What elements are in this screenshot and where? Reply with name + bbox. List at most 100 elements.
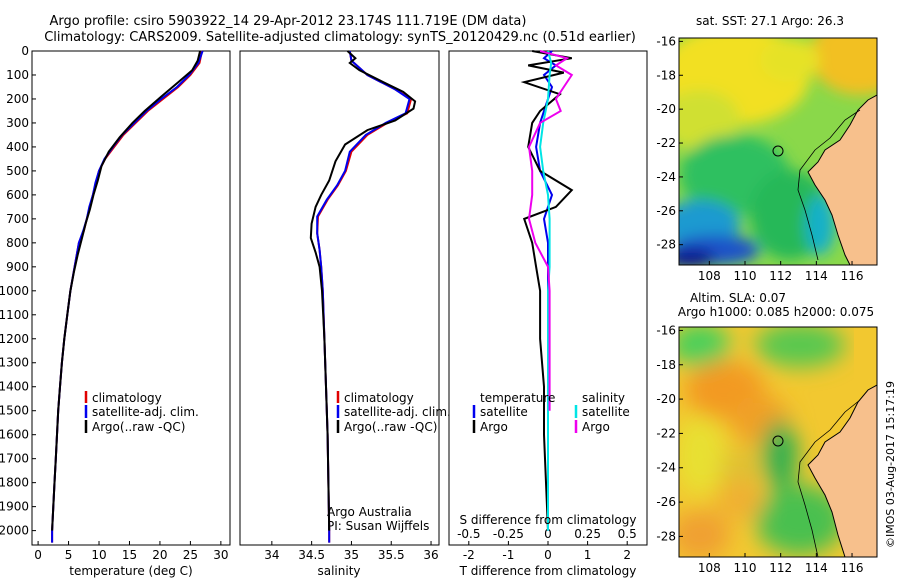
sdiff-tick-label: 0.25 (574, 527, 601, 541)
legend-temp-satellite-label: satellite (480, 405, 528, 419)
sdiff-tick-label: -0.5 (457, 527, 480, 541)
difference-x-axis: -2 -1 0 1 2 -0.5 -0.25 0 0.25 0.5 (457, 527, 637, 562)
difference-xlabel: T difference from climatology (459, 564, 637, 578)
lat-tick-label: -20 (656, 392, 676, 406)
temperature-tick-label: 10 (91, 548, 106, 562)
series-satellite (51, 50, 204, 543)
lat-tick-label: -18 (656, 358, 676, 372)
lat-tick-label: -26 (656, 495, 676, 509)
difference-legend: temperature satellite Argo salinity sate… (472, 391, 630, 434)
lon-tick-label: 112 (769, 269, 792, 283)
salinity-xlabel: salinity (317, 564, 360, 578)
sdiff-tick-label: 0 (544, 527, 552, 541)
temperature-series (51, 50, 204, 543)
temperature-tick-label: 30 (213, 548, 228, 562)
depth-tick-label: 1800 (0, 476, 29, 490)
temperature-tick-label: 20 (152, 548, 167, 562)
salinity-legend: climatology satellite-adj. clim. Argo(..… (336, 391, 451, 434)
lat-tick-label: -28 (656, 238, 676, 252)
depth-tick-label: 1300 (0, 356, 29, 370)
legend-argo-label: Argo(..raw -QC) (344, 420, 437, 434)
salinity-tick-label: 34 (264, 548, 279, 562)
series-satellite (316, 50, 411, 543)
legend-salinity-heading: salinity (582, 391, 625, 405)
depth-tick-label: 1200 (0, 332, 29, 346)
imos-stamp: ©IMOS 03-Aug-2017 15:17:19 (884, 381, 897, 548)
sla-map-title-line1: Altim. SLA: 0.07 (690, 291, 786, 305)
annotation-argo-australia: Argo Australia (327, 505, 412, 519)
sst-map-panel: sat. SST: 27.1 Argo: 26.3 108 110 112 114 11… (656, 14, 878, 283)
series-salinity-satellite (539, 50, 553, 531)
series-argo (51, 50, 202, 531)
difference-series (520, 50, 574, 531)
sst-map-frame (678, 37, 878, 266)
temperature-tick-label: 15 (122, 548, 137, 562)
annotation-pi: PI: Susan Wijffels (327, 519, 429, 533)
sst-isobath (797, 109, 861, 261)
depth-tick-label: 200 (6, 92, 29, 106)
lon-tick-label: 108 (698, 561, 721, 575)
series-salinity-argo (527, 50, 574, 411)
depth-tick-label: 1400 (0, 380, 29, 394)
temperature-xlabel: temperature (deg C) (69, 564, 192, 578)
temperature-tick-label: 25 (183, 548, 198, 562)
depth-tick-label: 1500 (0, 404, 29, 418)
depth-tick-label: 900 (6, 260, 29, 274)
sdiff-tick-label: 0.5 (618, 527, 637, 541)
legend-sal-argo-label: Argo (582, 420, 610, 434)
lat-tick-label: -18 (656, 68, 676, 82)
depth-tick-label: 400 (6, 140, 29, 154)
sst-map-title: sat. SST: 27.1 Argo: 26.3 (696, 14, 844, 28)
depth-tick-label: 1100 (0, 308, 29, 322)
sst-map-axes: 108 110 112 114 116 -16 -18 -20 -22 -24 -26 -28 (656, 34, 863, 283)
legend-sal-satellite-label: satellite (582, 405, 630, 419)
series-argo (309, 50, 417, 531)
sla-land (807, 384, 877, 557)
depth-tick-label: 300 (6, 116, 29, 130)
series-temperature-argo (520, 50, 574, 531)
depth-axis: 0 100 200 300 400 500 600 700 800 900 1000 1100 1200… (0, 44, 36, 538)
depth-tick-label: 800 (6, 236, 29, 250)
sla-map-title-line2: Argo h1000: 0.085 h2000: 0.075 (678, 305, 874, 319)
sla-map-frame (678, 326, 878, 558)
lon-tick-label: 116 (841, 561, 864, 575)
depth-tick-label: 2000 (0, 524, 29, 538)
depth-tick-label: 0 (21, 44, 29, 58)
temperature-tick-label: 0 (34, 548, 42, 562)
temperature-tick-label: 5 (65, 548, 73, 562)
salinity-tick-label: 34.5 (298, 548, 325, 562)
lon-tick-label: 110 (734, 269, 757, 283)
depth-tick-label: 1900 (0, 500, 29, 514)
temperature-axes-frame (31, 50, 231, 546)
depth-tick-label: 700 (6, 212, 29, 226)
sla-profile-marker (772, 435, 784, 447)
lon-tick-label: 114 (805, 561, 828, 575)
temperature-legend: climatology satellite-adj. clim. Argo(..… (84, 391, 199, 434)
depth-tick-label: 100 (6, 68, 29, 82)
sla-map-field (679, 327, 877, 557)
salinity-tick-label: 35.5 (378, 548, 405, 562)
depth-tick-label: 500 (6, 164, 29, 178)
salinity-axes-frame (239, 50, 440, 546)
tdiff-tick-label: 2 (623, 548, 631, 562)
figure-title-line1: Argo profile: csiro 5903922_14 29-Apr-20… (50, 14, 527, 29)
lat-tick-label: -24 (656, 170, 676, 184)
tdiff-tick-label: -1 (502, 548, 514, 562)
lon-tick-label: 114 (805, 269, 828, 283)
lat-tick-label: -28 (656, 529, 676, 543)
legend-satellite-label: satellite-adj. clim. (92, 405, 199, 419)
sla-map-axes: 108 110 112 114 116 -16 -18 -20 -22 -24 -26 -28 (656, 323, 863, 575)
sst-map-field (679, 38, 877, 265)
lon-tick-label: 116 (841, 269, 864, 283)
salinity-tick-label: 36 (423, 548, 438, 562)
depth-tick-label: 1700 (0, 452, 29, 466)
temperature-x-axis: 0 5 10 15 20 25 30 (34, 541, 229, 562)
depth-tick-label: 1000 (0, 284, 29, 298)
sst-profile-marker (772, 145, 784, 157)
lat-tick-label: -16 (656, 323, 676, 337)
sst-land (807, 94, 877, 265)
series-climatology (316, 50, 413, 543)
legend-climatology-label: climatology (344, 391, 414, 405)
lat-tick-label: -26 (656, 204, 676, 218)
